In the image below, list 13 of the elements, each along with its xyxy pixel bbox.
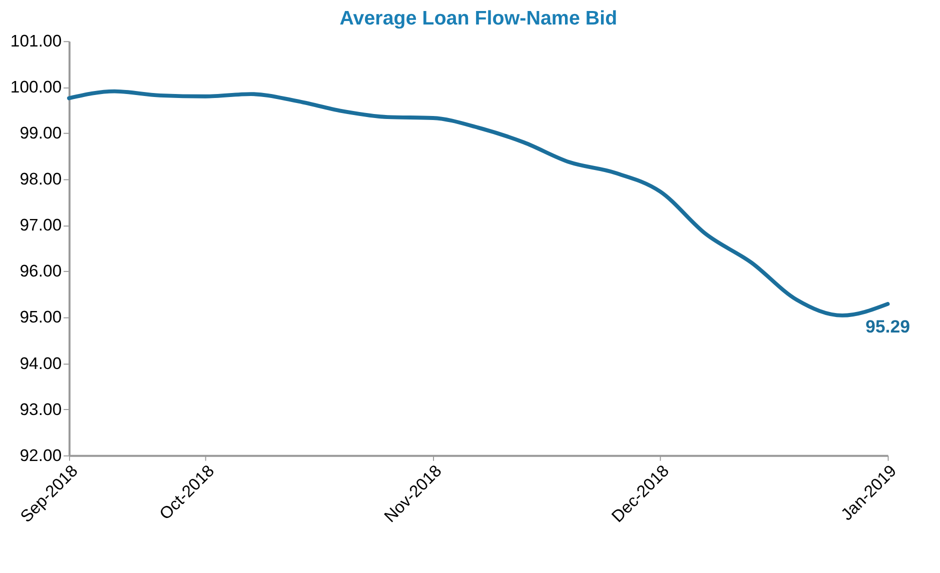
- y-tick-label: 97.00: [20, 216, 62, 235]
- y-tick-label: 101.00: [10, 32, 62, 51]
- y-tick-label: 98.00: [20, 170, 62, 189]
- y-tick-label: 100.00: [10, 78, 62, 97]
- y-tick-label: 95.00: [20, 308, 62, 327]
- y-tick-label: 96.00: [20, 262, 62, 281]
- y-tick-label: 94.00: [20, 354, 62, 373]
- y-tick-label: 93.00: [20, 400, 62, 419]
- data-label: 95.29: [866, 316, 910, 337]
- y-tick-label: 99.00: [20, 124, 62, 143]
- chart-title: Average Loan Flow-Name Bid: [340, 7, 618, 30]
- y-tick-label: 92.00: [20, 446, 62, 465]
- line-series: [67, 89, 890, 318]
